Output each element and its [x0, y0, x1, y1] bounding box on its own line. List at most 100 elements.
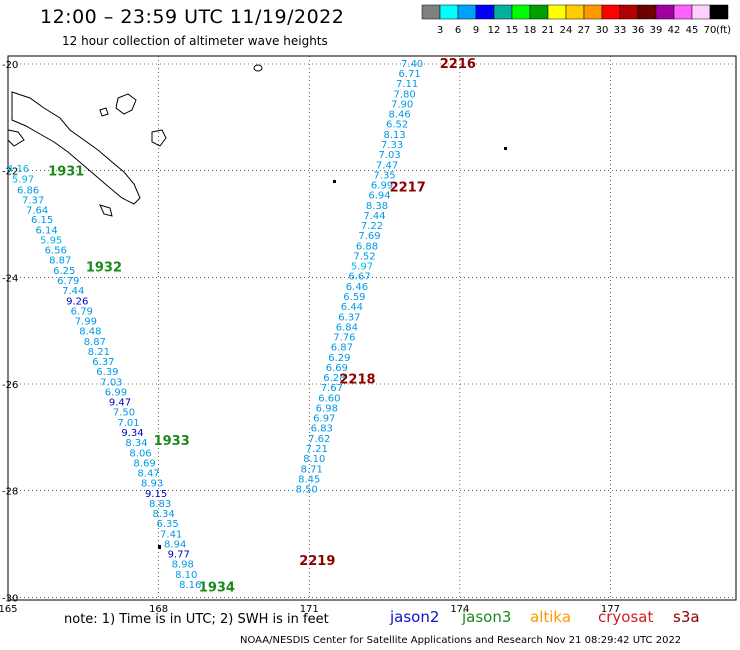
- swh-value: 8.34: [125, 438, 147, 449]
- map-title: 12:00 – 23:59 UTC 11/19/2022: [40, 6, 345, 28]
- swh-value: 7.62: [308, 434, 330, 445]
- swh-value: 8.83: [149, 499, 171, 510]
- lat-tick-label: -24: [2, 273, 18, 284]
- swh-value: 7.76: [333, 333, 355, 344]
- legend-tick-label: 70: [704, 25, 717, 36]
- swh-value: 7.90: [391, 99, 413, 110]
- legend-tick-label: 27: [578, 25, 591, 36]
- legend-tick-label: 45: [686, 25, 699, 36]
- pass-time-label: 2217: [390, 181, 426, 196]
- swh-value: 6.46: [346, 282, 368, 293]
- swh-value: 7.22: [361, 221, 383, 232]
- island-dot: [333, 180, 336, 183]
- lon-tick-label: 165: [0, 604, 18, 615]
- swh-value: 9.26: [66, 296, 88, 307]
- legend-tick-label: 9: [473, 25, 479, 36]
- swh-value: 6.94: [368, 191, 390, 202]
- swh-value: 8.13: [383, 130, 405, 141]
- swh-value: 7.03: [378, 150, 400, 161]
- swh-value: 8.47: [137, 469, 159, 480]
- swh-value: 6.52: [386, 120, 408, 131]
- swh-value: 8.48: [79, 327, 101, 338]
- pass-time-label: 1932: [86, 261, 122, 276]
- swh-value: 5.95: [40, 235, 62, 246]
- swh-value: 9.15: [145, 489, 167, 500]
- legend-tick-label: 33: [614, 25, 627, 36]
- swh-value: 8.38: [366, 201, 388, 212]
- legend-unit: (ft): [716, 25, 731, 36]
- coastline: [115, 93, 137, 115]
- lon-tick-label: 168: [149, 604, 168, 615]
- swh-value: 8.50: [296, 485, 318, 496]
- pass-time-label: 2218: [339, 373, 375, 388]
- swh-value: 6.99: [371, 181, 393, 192]
- lat-tick-label: -28: [2, 487, 18, 498]
- pass-time-label: 2219: [299, 554, 335, 569]
- swh-value: 7.50: [113, 408, 135, 419]
- swh-value: 7.44: [363, 211, 385, 222]
- swh-value: 8.16: [179, 580, 201, 591]
- legend-s3a: s3a: [673, 608, 700, 626]
- swh-value: 7.33: [381, 140, 403, 151]
- swh-value: 6.15: [31, 215, 53, 226]
- swh-value: 8.94: [164, 539, 186, 550]
- legend-tick-label: 30: [596, 25, 609, 36]
- coastline: [151, 129, 167, 147]
- swh-value: 6.37: [338, 312, 360, 323]
- legend-tick-label: 39: [650, 25, 663, 36]
- legend-cryosat: cryosat: [598, 608, 654, 626]
- swh-value: 6.28: [323, 373, 345, 384]
- swh-value: 6.29: [328, 353, 350, 364]
- swh-value: 7.01: [117, 418, 139, 429]
- swh-value: 7.35: [373, 170, 395, 181]
- swh-value: 7.11: [396, 79, 418, 90]
- legend-tick-label: 42: [668, 25, 681, 36]
- swh-value: 7.03: [100, 377, 122, 388]
- swh-value: 8.06: [129, 448, 151, 459]
- legend-altika: altika: [530, 608, 572, 626]
- swh-value: 6.14: [36, 225, 58, 236]
- swh-value: 7.47: [376, 160, 398, 171]
- swh-value: 6.69: [326, 363, 348, 374]
- pass-time-label: 1931: [48, 165, 84, 180]
- legend-jason2: jason2: [390, 608, 440, 626]
- coastline: [99, 204, 113, 217]
- swh-value: 6.84: [336, 322, 358, 333]
- legend-tick-label: 6: [455, 25, 461, 36]
- swh-value: 7.99: [75, 317, 97, 328]
- pass-time-label: 1934: [199, 581, 235, 596]
- legend-tick-label: 3: [437, 25, 443, 36]
- credit-line: NOAA/NESDIS Center for Satellite Applica…: [240, 635, 682, 646]
- swh-value: 8.71: [301, 464, 323, 475]
- lat-tick-label: -20: [2, 60, 18, 71]
- legend-jason3: jason3: [462, 608, 512, 626]
- legend-tick-label: 15: [506, 25, 519, 36]
- swh-value: 6.37: [92, 357, 114, 368]
- swh-value: 7.37: [22, 195, 44, 206]
- swh-value: 6.97: [313, 414, 335, 425]
- lon-tick-label: 177: [601, 604, 620, 615]
- legend-tick-label: 18: [524, 25, 537, 36]
- swh-value: 6.86: [17, 185, 39, 196]
- swh-value: 7.41: [160, 529, 182, 540]
- swh-value: 7.52: [353, 251, 375, 262]
- swh-value: 6.98: [316, 403, 338, 414]
- swh-value: 6.59: [343, 292, 365, 303]
- swh-value: 8.87: [84, 337, 106, 348]
- island-dot: [504, 147, 507, 150]
- swh-value: 9.77: [168, 550, 190, 561]
- swh-value: 5.97: [12, 175, 34, 186]
- swh-value: 6.35: [157, 519, 179, 530]
- legend-tick-label: 36: [632, 25, 645, 36]
- swh-value: 8.10: [175, 570, 197, 581]
- lon-tick-label: 171: [300, 604, 319, 615]
- swh-value: 6.79: [57, 276, 79, 287]
- legend-swatch: [709, 4, 729, 20]
- swh-value: 7.40: [401, 59, 423, 70]
- swh-value: 7.80: [394, 89, 416, 100]
- swh-value: 8.87: [49, 256, 71, 267]
- swh-value: 6.25: [53, 266, 75, 277]
- lat-tick-label: -26: [2, 380, 18, 391]
- swh-value: 7.67: [321, 383, 343, 394]
